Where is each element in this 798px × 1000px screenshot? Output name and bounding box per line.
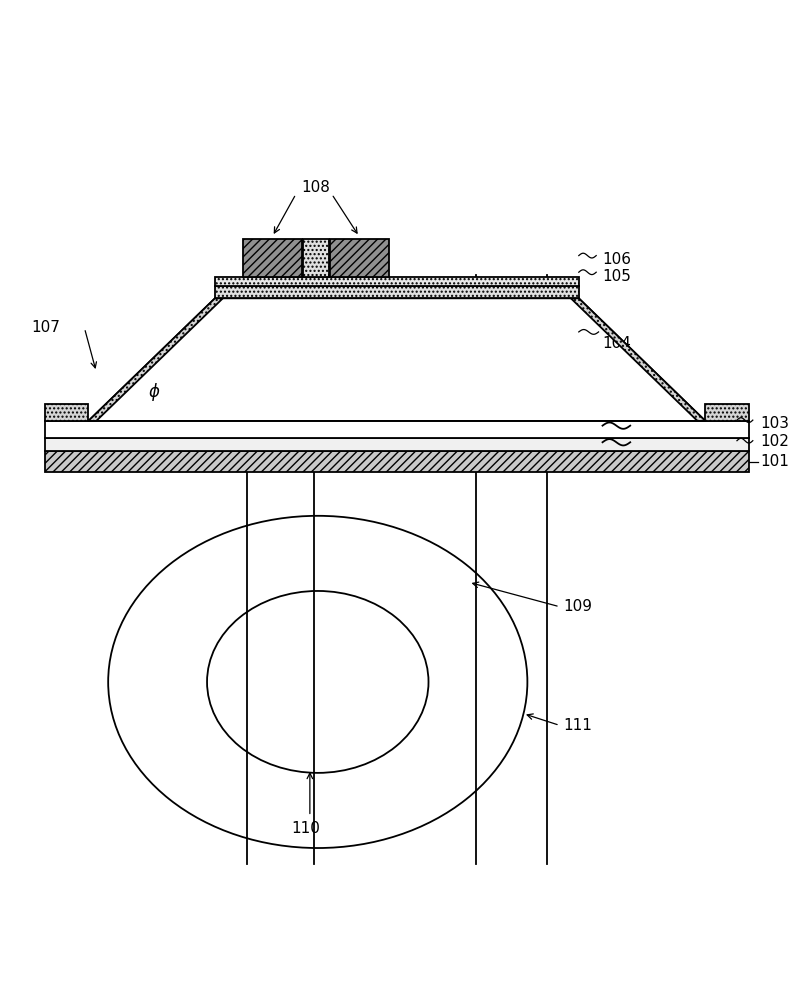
Text: 101: 101 <box>760 454 789 469</box>
Text: 110: 110 <box>291 821 320 836</box>
Bar <box>45 421 749 438</box>
Bar <box>45 438 749 451</box>
Text: 103: 103 <box>760 416 790 431</box>
Polygon shape <box>89 298 705 421</box>
Text: 105: 105 <box>602 269 631 284</box>
Text: 102: 102 <box>760 434 789 449</box>
Text: 107: 107 <box>31 320 61 335</box>
Bar <box>215 286 579 298</box>
Bar <box>215 277 579 286</box>
Text: 106: 106 <box>602 252 631 267</box>
Text: $\phi$: $\phi$ <box>148 381 160 403</box>
Bar <box>330 239 389 277</box>
Bar <box>45 404 89 421</box>
Text: 104: 104 <box>602 336 631 351</box>
Bar <box>243 239 302 277</box>
Bar <box>302 239 329 277</box>
Bar <box>705 404 749 421</box>
Text: 108: 108 <box>302 180 330 195</box>
Bar <box>45 451 749 472</box>
Polygon shape <box>89 298 223 421</box>
Polygon shape <box>571 298 705 421</box>
Text: 109: 109 <box>563 599 592 614</box>
Text: 111: 111 <box>563 718 592 733</box>
